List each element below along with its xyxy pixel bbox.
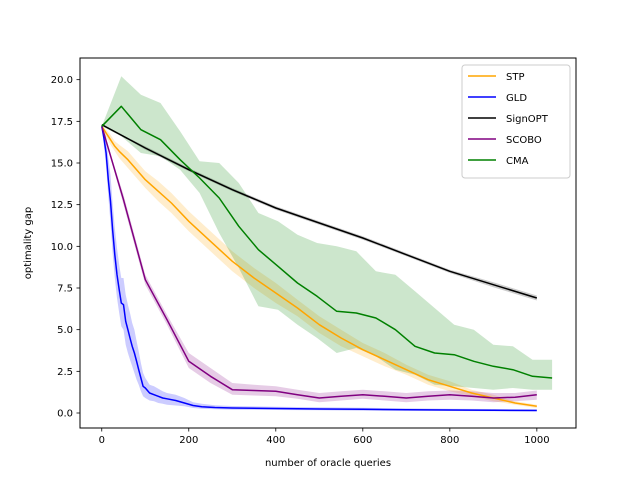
y-tick-label: 2.5 [57, 367, 73, 378]
stp-line [101, 125, 537, 408]
y-tick-label: 15.0 [51, 159, 73, 170]
cma-line [101, 105, 553, 379]
y-tick-label: 12.5 [51, 200, 73, 211]
legend-label-scobo: SCOBO [506, 135, 542, 146]
y-tick-label: 10.0 [51, 242, 73, 253]
y-tick-label: 20.0 [51, 75, 73, 86]
series-lines [101, 105, 553, 412]
gld-line [101, 126, 537, 412]
y-tick-label: 5.0 [57, 325, 73, 336]
legend-box [461, 64, 571, 179]
x-tick-label: 600 [353, 435, 372, 446]
signopt-line [101, 124, 538, 299]
legend-label-gld: GLD [506, 93, 527, 104]
x-tick-label: 1000 [524, 435, 549, 446]
x-tick-label: 800 [440, 435, 459, 446]
y-tick-label: 7.5 [57, 284, 73, 295]
plot-frame [79, 57, 577, 429]
x-tick-label: 200 [179, 435, 198, 446]
confidence-bands [101, 76, 553, 412]
x-axis-ticks: 0 200 400 600 800 1000 [99, 428, 550, 446]
scobo-line [101, 126, 537, 399]
legend-label-signopt: SignOPT [506, 114, 549, 125]
legend-label-stp: STP [506, 72, 525, 83]
gld-band [101, 126, 537, 412]
y-tick-label: 0.0 [57, 409, 73, 420]
legend: STP GLD SignOPT SCOBO CMA [461, 64, 571, 179]
x-tick-label: 400 [266, 435, 285, 446]
y-axis-ticks: 0.0 2.5 5.0 7.5 10.0 12.5 15.0 17.5 20.0 [51, 75, 80, 420]
legend-label-cma: CMA [506, 156, 529, 167]
y-tick-label: 17.5 [51, 117, 73, 128]
cma-band [101, 76, 553, 390]
y-axis-label: optimality gap [23, 207, 34, 279]
x-tick-label: 0 [99, 435, 105, 446]
x-axis-label: number of oracle queries [265, 458, 391, 469]
signopt-band [101, 124, 537, 301]
